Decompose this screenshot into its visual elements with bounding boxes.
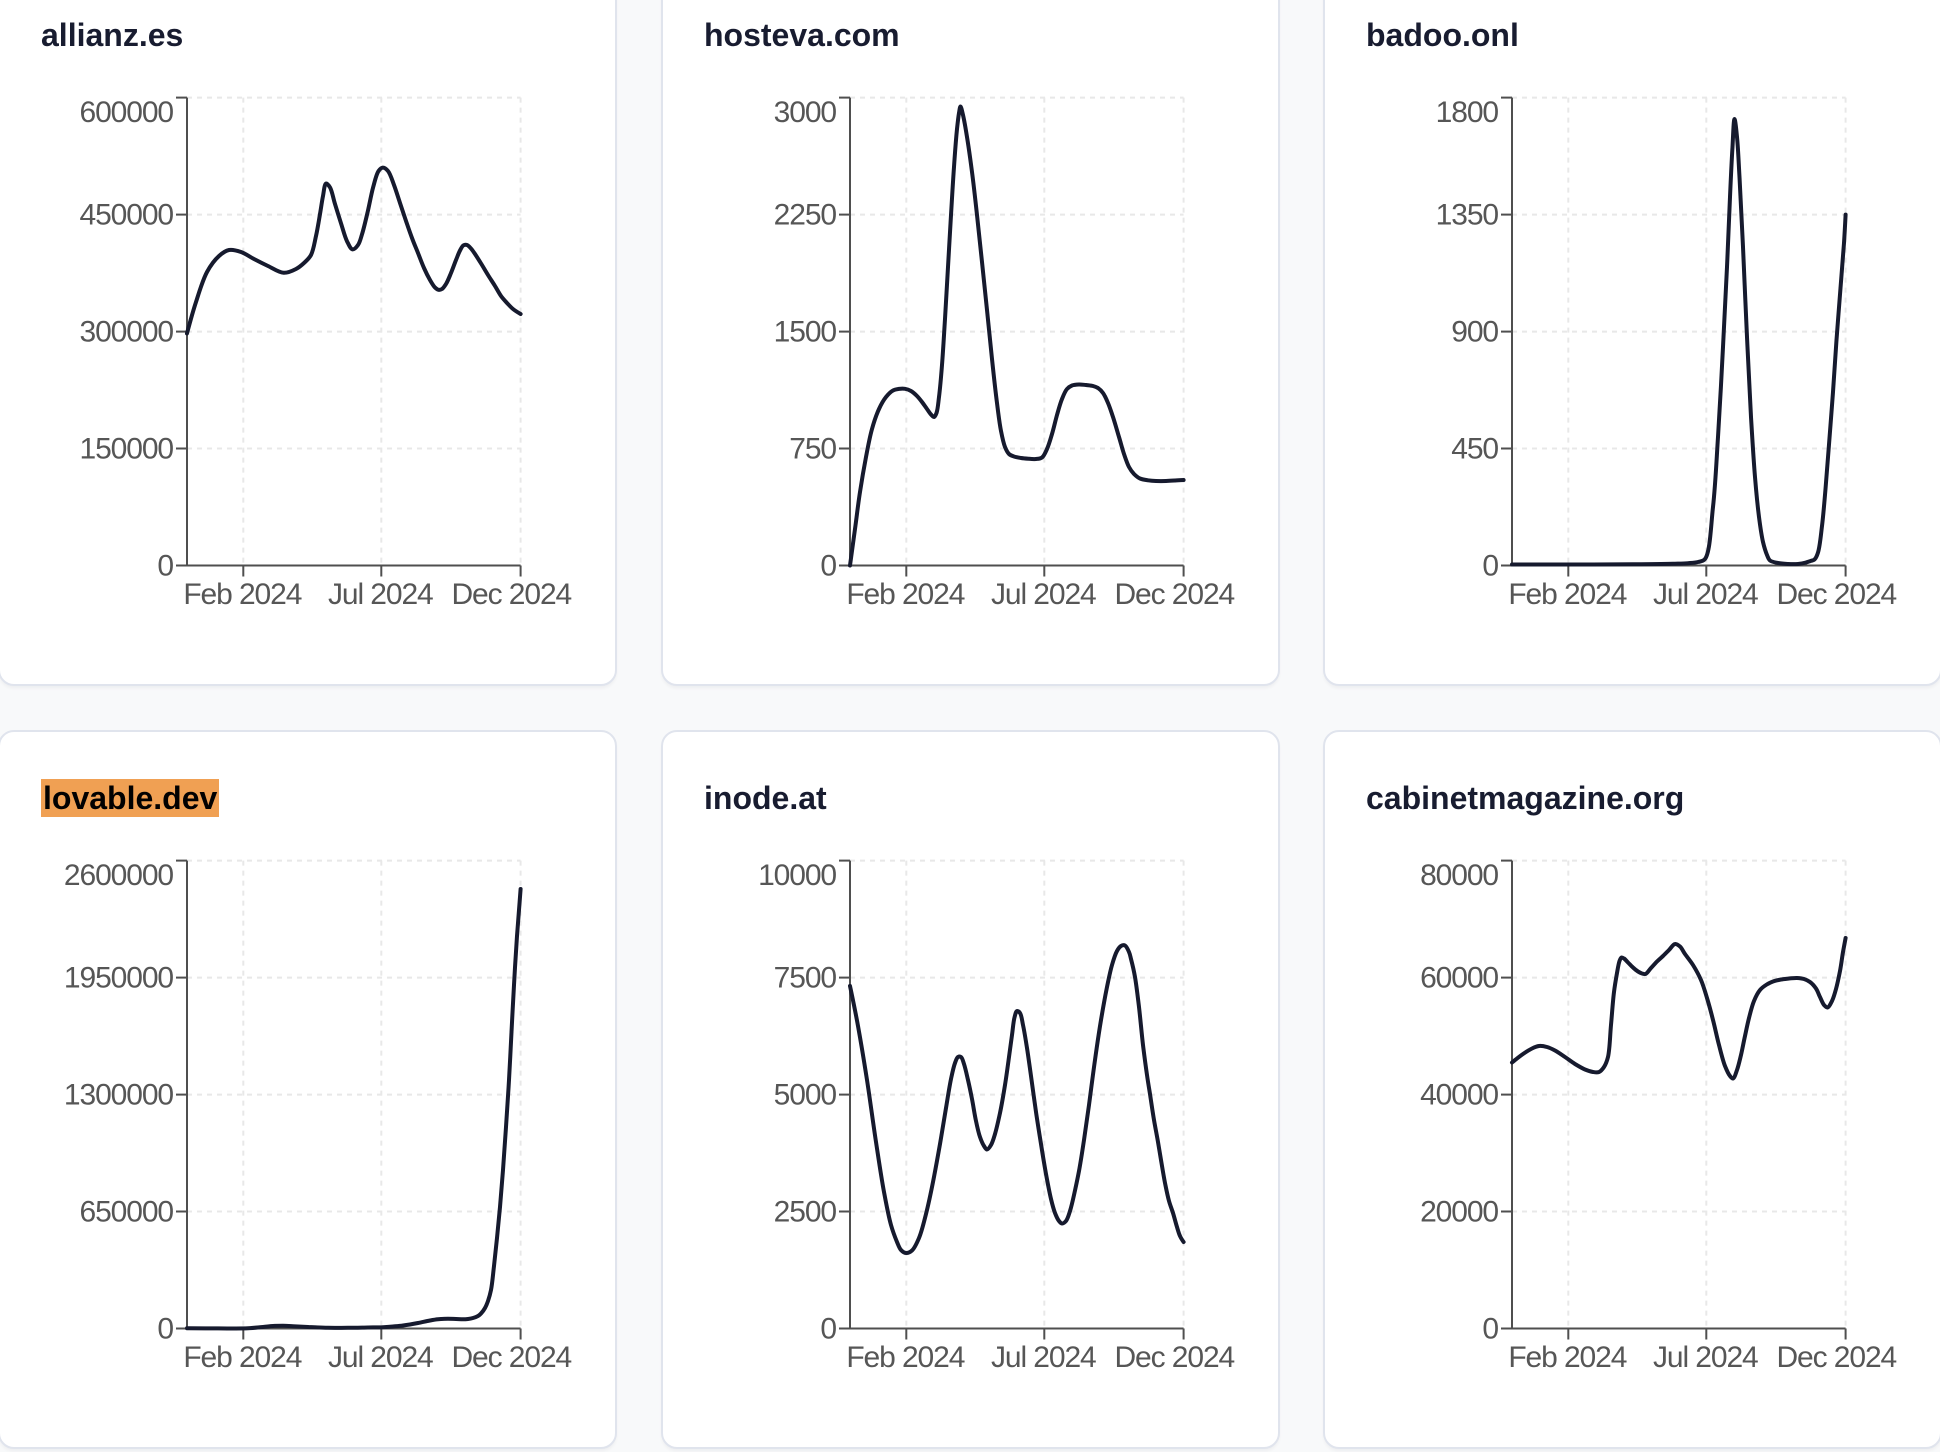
svg-text:Dec 2024: Dec 2024 xyxy=(451,578,571,611)
svg-text:10000: 10000 xyxy=(758,858,836,891)
svg-text:1350: 1350 xyxy=(1436,199,1499,232)
svg-text:2500: 2500 xyxy=(773,1195,836,1228)
svg-text:300000: 300000 xyxy=(79,316,173,349)
svg-text:1950000: 1950000 xyxy=(64,961,174,994)
svg-text:600000: 600000 xyxy=(79,96,173,129)
svg-text:Dec 2024: Dec 2024 xyxy=(1114,578,1234,611)
svg-text:80000: 80000 xyxy=(1420,858,1498,891)
svg-text:1500: 1500 xyxy=(773,316,836,349)
svg-text:0: 0 xyxy=(820,550,836,583)
svg-text:Feb 2024: Feb 2024 xyxy=(1508,1341,1626,1374)
svg-text:2250: 2250 xyxy=(773,199,836,232)
svg-text:0: 0 xyxy=(820,1312,836,1345)
svg-text:Feb 2024: Feb 2024 xyxy=(183,578,301,611)
svg-text:Jul 2024: Jul 2024 xyxy=(328,1341,433,1374)
svg-text:20000: 20000 xyxy=(1420,1195,1498,1228)
svg-text:650000: 650000 xyxy=(79,1195,173,1228)
svg-text:Dec 2024: Dec 2024 xyxy=(1114,1341,1234,1374)
svg-text:750: 750 xyxy=(789,433,836,466)
svg-text:2600000: 2600000 xyxy=(64,858,174,891)
svg-text:40000: 40000 xyxy=(1420,1078,1498,1111)
svg-text:Feb 2024: Feb 2024 xyxy=(183,1341,301,1374)
svg-text:3000: 3000 xyxy=(773,96,836,129)
svg-text:Dec 2024: Dec 2024 xyxy=(451,1341,571,1374)
svg-text:Feb 2024: Feb 2024 xyxy=(846,578,964,611)
svg-text:Jul 2024: Jul 2024 xyxy=(1653,1341,1758,1374)
svg-text:Jul 2024: Jul 2024 xyxy=(328,578,433,611)
svg-text:Feb 2024: Feb 2024 xyxy=(846,1341,964,1374)
svg-text:450000: 450000 xyxy=(79,199,173,232)
svg-text:1800: 1800 xyxy=(1436,96,1499,129)
svg-text:60000: 60000 xyxy=(1420,961,1498,994)
svg-text:5000: 5000 xyxy=(773,1078,836,1111)
svg-text:0: 0 xyxy=(157,550,173,583)
svg-text:7500: 7500 xyxy=(773,961,836,994)
svg-text:Dec 2024: Dec 2024 xyxy=(1776,1341,1896,1374)
svg-text:150000: 150000 xyxy=(79,433,173,466)
svg-text:900: 900 xyxy=(1451,316,1498,349)
svg-text:Jul 2024: Jul 2024 xyxy=(990,578,1095,611)
svg-text:450: 450 xyxy=(1451,433,1498,466)
svg-text:0: 0 xyxy=(157,1312,173,1345)
svg-text:1300000: 1300000 xyxy=(64,1078,174,1111)
svg-text:0: 0 xyxy=(1482,1312,1498,1345)
svg-text:Feb 2024: Feb 2024 xyxy=(1508,578,1626,611)
svg-text:Jul 2024: Jul 2024 xyxy=(990,1341,1095,1374)
svg-text:Jul 2024: Jul 2024 xyxy=(1653,578,1758,611)
svg-text:0: 0 xyxy=(1482,550,1498,583)
svg-text:Dec 2024: Dec 2024 xyxy=(1776,578,1896,611)
